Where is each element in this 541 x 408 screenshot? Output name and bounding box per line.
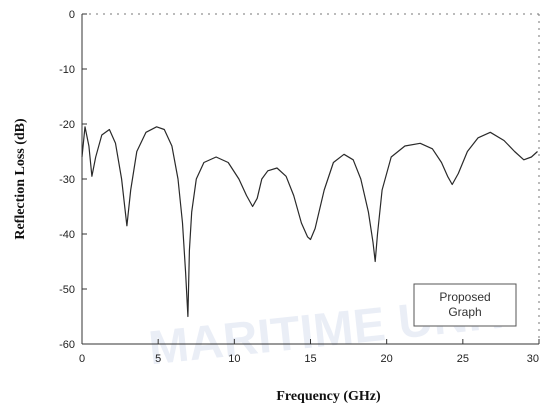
x-tick-label: 20	[381, 353, 393, 365]
x-axis-title: Frequency (GHz)	[276, 389, 381, 404]
x-tick-label: 0	[79, 353, 85, 365]
legend-entry: Proposed	[439, 290, 490, 304]
x-tick-label: 15	[304, 353, 316, 365]
y-tick-label: -20	[59, 119, 75, 131]
x-tick-label: 10	[228, 353, 240, 365]
y-tick-label: -50	[59, 284, 75, 296]
x-tick-label: 5	[155, 353, 161, 365]
y-tick-label: -10	[59, 64, 75, 76]
y-tick-label: -40	[59, 229, 75, 241]
y-axis-title: Reflection Loss (dB)	[13, 118, 28, 240]
x-tick-label: 30	[527, 353, 539, 365]
legend-box	[413, 283, 517, 327]
x-tick-label: 25	[457, 353, 469, 365]
y-tick-label: -30	[59, 174, 75, 186]
series-line-0	[81, 126, 538, 318]
y-tick-label: 0	[69, 9, 75, 21]
y-tick-label: -60	[59, 339, 75, 351]
plot-area: 0 -10 -20 -30 -40 -50 -60 0 5 10 15 20 25 30 Frequency…	[13, 9, 540, 404]
legend-entry: Graph	[448, 305, 481, 319]
